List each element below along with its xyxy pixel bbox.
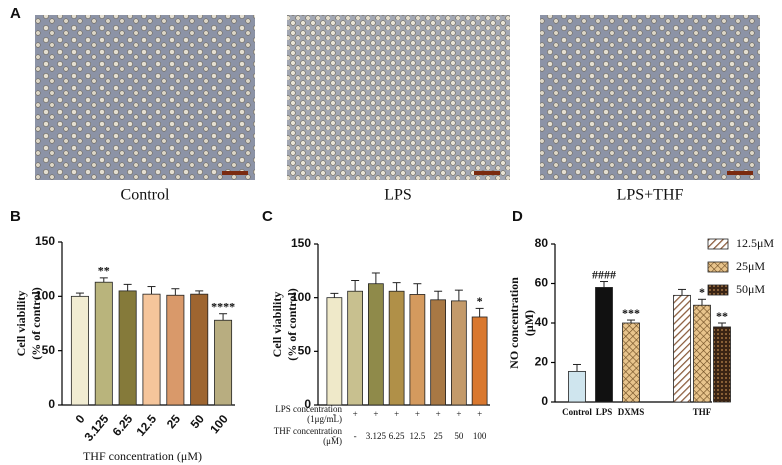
bar: [471, 316, 488, 406]
significance: ****: [211, 299, 235, 313]
panel-label: B: [10, 208, 21, 225]
y-tick-label: 100: [291, 290, 311, 304]
table-cell: -: [354, 431, 357, 441]
panel-label: A: [10, 5, 21, 22]
legend-label: 25μM: [736, 259, 765, 273]
legend-swatch: [707, 261, 729, 273]
bar: [214, 319, 233, 406]
x-axis-label: THF concentration (μM): [83, 449, 202, 463]
bar: [166, 294, 185, 406]
y-tick-label: 0: [541, 394, 548, 408]
bar: [693, 304, 711, 403]
table-cell: +: [436, 409, 441, 419]
table-row-label: LPS concentration: [275, 404, 342, 414]
bar: [622, 322, 640, 403]
table-cell: +: [456, 409, 461, 419]
y-axis-label: Cell viability: [270, 292, 284, 358]
micrograph: [540, 15, 760, 180]
table-cell: +: [415, 409, 420, 419]
caption: Control: [121, 187, 170, 204]
scale-bar: [474, 171, 500, 175]
x-tick-label: 25: [164, 412, 184, 431]
bar: [142, 293, 161, 406]
y-tick-label: 150: [35, 234, 55, 248]
significance: **: [98, 264, 110, 278]
y-tick-label: 20: [535, 355, 549, 369]
x-tick-label: 3.125: [81, 412, 111, 444]
table-cell: 100: [473, 431, 487, 441]
bar: [326, 297, 343, 406]
bar: [430, 299, 446, 406]
scale-bar: [727, 171, 753, 175]
table-cell: +: [353, 409, 358, 419]
y-tick-label: 50: [42, 343, 56, 357]
bar: [713, 326, 731, 403]
micrograph: [287, 15, 510, 180]
significance: *: [477, 294, 483, 308]
x-tick-label: 100: [207, 412, 231, 437]
y-tick-label: 40: [535, 315, 549, 329]
x-tick-label: 0: [73, 412, 88, 426]
bar: [118, 290, 137, 406]
table-cell: 6.25: [389, 431, 405, 441]
bar: [70, 295, 89, 406]
legend-swatch: [707, 284, 729, 296]
table-cell: 12.5: [410, 431, 426, 441]
table-cell: 50: [454, 431, 464, 441]
legend-label: 12.5μM: [736, 236, 774, 250]
table-row-label: THF concentration: [274, 426, 343, 436]
significance: **: [716, 309, 728, 323]
y-tick-label: 60: [535, 276, 549, 290]
bar: [388, 290, 405, 406]
bar: [368, 283, 384, 406]
table-cell: +: [477, 409, 482, 419]
y-tick-label: 150: [291, 236, 311, 250]
y-tick-label: 100: [35, 289, 55, 303]
y-axis-label: (% of control): [285, 288, 299, 360]
table-cell: +: [373, 409, 378, 419]
y-tick-label: 50: [298, 344, 312, 358]
y-axis-label: (% of control): [29, 287, 43, 359]
table-row-label: (1μg/mL): [307, 414, 342, 424]
significance: *: [699, 285, 705, 299]
bar: [190, 293, 209, 406]
y-tick-label: 0: [304, 397, 311, 411]
panel-label: D: [512, 208, 523, 225]
x-tick-label: 12.5: [133, 412, 159, 439]
x-tick-label: 50: [188, 412, 208, 431]
x-tick-label: Control: [562, 407, 592, 417]
y-tick-label: 0: [48, 397, 55, 411]
panel-label: C: [262, 208, 273, 225]
caption: LPS: [384, 187, 412, 204]
x-tick-label: DXMS: [618, 407, 645, 417]
x-tick-label: 6.25: [110, 412, 136, 439]
y-axis-label: (μM): [522, 310, 536, 336]
table-cell: 3.125: [366, 431, 387, 441]
table-row-label: (μM): [323, 436, 342, 446]
bar: [451, 300, 467, 406]
micrograph: [35, 15, 255, 180]
legend-swatch: [707, 238, 729, 250]
significance: ####: [592, 267, 616, 281]
table-cell: -: [333, 431, 336, 441]
y-axis-label: NO concentration: [507, 277, 521, 369]
y-tick-label: 80: [535, 236, 549, 250]
bar: [347, 290, 363, 406]
bar: [568, 370, 586, 403]
bar: [595, 287, 613, 403]
y-axis-label: Cell viability: [14, 291, 28, 357]
table-cell: -: [333, 409, 336, 419]
legend-label: 50μM: [736, 282, 765, 296]
scale-bar: [222, 171, 248, 175]
bar: [673, 294, 691, 403]
table-cell: +: [394, 409, 399, 419]
caption: LPS+THF: [617, 187, 684, 204]
significance: ***: [622, 306, 640, 320]
table-cell: 25: [434, 431, 444, 441]
x-tick-label: THF: [693, 407, 712, 417]
bar: [409, 294, 426, 406]
x-tick-label: LPS: [596, 407, 613, 417]
bar: [94, 281, 113, 406]
